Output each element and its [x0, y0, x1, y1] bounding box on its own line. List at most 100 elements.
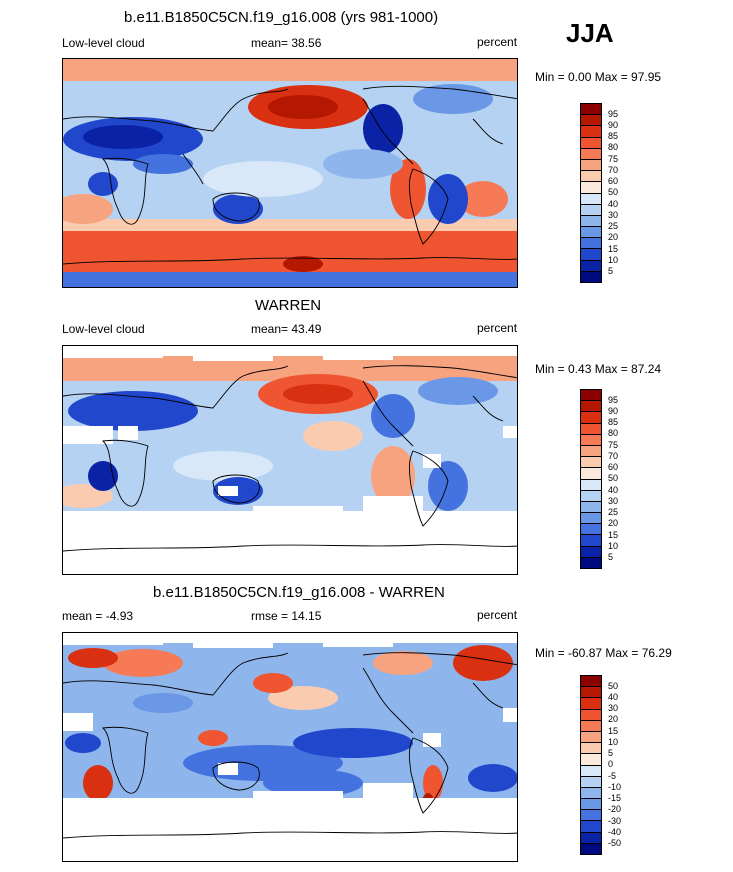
color-swatch — [581, 765, 601, 777]
color-swatch — [581, 832, 601, 844]
panel3-colorbar — [580, 675, 602, 855]
colorbar-tick: -10 — [608, 781, 622, 792]
panel3-map-graphic — [63, 633, 517, 861]
panel2-units-label: percent — [477, 321, 518, 335]
colorbar-tick: 10 — [608, 254, 619, 265]
colorbar-tick: 5 — [608, 266, 614, 276]
color-swatch — [581, 843, 601, 854]
color-swatch — [581, 445, 601, 458]
color-swatch — [581, 434, 601, 446]
panel2-variable-label: Low-level cloud — [62, 322, 145, 336]
panel2-mean-label: mean= 43.49 — [251, 322, 322, 336]
colorbar-tick: 60 — [608, 462, 619, 472]
colorbar-tick: 15 — [608, 725, 619, 736]
color-swatch — [581, 204, 601, 216]
color-swatch — [581, 546, 601, 558]
colorbar-tick: 30 — [608, 495, 619, 506]
panel1-title: b.e11.B1850C5CN.f19_g16.008 (yrs 981-100… — [124, 9, 439, 26]
color-swatch — [581, 535, 601, 547]
colorbar-tick: 75 — [608, 439, 619, 450]
color-swatch — [581, 513, 601, 525]
color-swatch — [581, 238, 601, 250]
colorbar-tick: 60 — [608, 176, 619, 186]
color-swatch — [581, 271, 601, 282]
colorbar-tick: 90 — [608, 119, 619, 130]
colorbar-tick: 30 — [608, 703, 619, 713]
colorbar-tick: 50 — [608, 473, 619, 484]
colorbar-tick: -40 — [608, 826, 622, 837]
colorbar-tick: 0 — [608, 759, 614, 770]
colorbar-tick: 5 — [608, 748, 614, 758]
colorbar-tick: 80 — [608, 428, 619, 439]
colorbar-tick: 30 — [608, 209, 619, 220]
color-swatch — [581, 159, 601, 172]
color-swatch — [581, 557, 601, 568]
color-swatch — [581, 524, 601, 536]
panel3-title: b.e11.B1850C5CN.f19_g16.008 - WARREN — [153, 584, 445, 601]
color-swatch — [581, 743, 601, 755]
color-swatch — [581, 193, 601, 205]
colorbar-tick: -5 — [608, 770, 617, 781]
colorbar-tick: 80 — [608, 142, 619, 153]
colorbar-tick: 95 — [608, 394, 619, 405]
color-swatch — [581, 182, 601, 194]
color-swatch — [581, 115, 601, 127]
colorbar-tick: 20 — [608, 232, 619, 243]
color-swatch — [581, 423, 601, 435]
color-swatch — [581, 137, 601, 149]
color-swatch — [581, 787, 601, 800]
color-swatch — [581, 501, 601, 514]
colorbar-tick: 15 — [608, 243, 619, 254]
panel1-units-label: percent — [477, 35, 518, 49]
color-swatch — [581, 731, 601, 744]
color-swatch — [581, 821, 601, 833]
colorbar-tick: -50 — [608, 838, 622, 848]
color-swatch — [581, 390, 601, 402]
color-swatch — [581, 215, 601, 228]
colorbar-tick: 40 — [608, 691, 619, 702]
colorbar-tick: 20 — [608, 518, 619, 529]
colorbar-tick: -30 — [608, 815, 622, 826]
panel1-minmax-label: Min = 0.00 Max = 97.95 — [535, 70, 662, 84]
panel1-colorbar — [580, 103, 602, 283]
colorbar-tick: 75 — [608, 153, 619, 164]
colorbar-tick: 85 — [608, 131, 619, 141]
color-swatch — [581, 227, 601, 239]
colorbar-tick: -15 — [608, 793, 622, 803]
colorbar-tick: 20 — [608, 714, 619, 725]
colorbar-tick: 25 — [608, 507, 619, 517]
colorbar-tick: 70 — [608, 164, 619, 175]
panel3-units-label: percent — [477, 608, 518, 622]
panel2-map — [62, 345, 518, 575]
color-swatch — [581, 709, 601, 721]
panel3-mean-label: mean = -4.93 — [62, 609, 134, 623]
color-swatch — [581, 479, 601, 491]
colorbar-tick: 5 — [608, 552, 614, 562]
colorbar-tick: 50 — [608, 187, 619, 198]
color-swatch — [581, 754, 601, 766]
color-swatch — [581, 698, 601, 710]
color-swatch — [581, 249, 601, 261]
color-swatch — [581, 720, 601, 732]
colorbar-tick: 10 — [608, 540, 619, 551]
panel2-title: WARREN — [255, 297, 322, 314]
color-swatch — [581, 260, 601, 272]
colorbar-tick: -20 — [608, 804, 622, 815]
color-swatch — [581, 776, 601, 788]
colorbar-tick: 90 — [608, 405, 619, 416]
colorbar-tick: 15 — [608, 529, 619, 540]
season-label: JJA — [566, 18, 614, 48]
color-swatch — [581, 401, 601, 413]
color-swatch — [581, 687, 601, 699]
color-swatch — [581, 810, 601, 822]
panel2-map-graphic — [63, 346, 517, 574]
panel3-rmse-label: rmse = 14.15 — [251, 609, 322, 623]
panel2-colorbar — [580, 389, 602, 569]
colorbar-tick: 50 — [608, 680, 619, 691]
color-swatch — [581, 126, 601, 138]
color-swatch — [581, 468, 601, 480]
panel1-variable-label: Low-level cloud — [62, 36, 145, 50]
panel3-map — [62, 632, 518, 862]
colorbar-tick: 95 — [608, 108, 619, 119]
panel1-mean-label: mean= 38.56 — [251, 36, 322, 50]
